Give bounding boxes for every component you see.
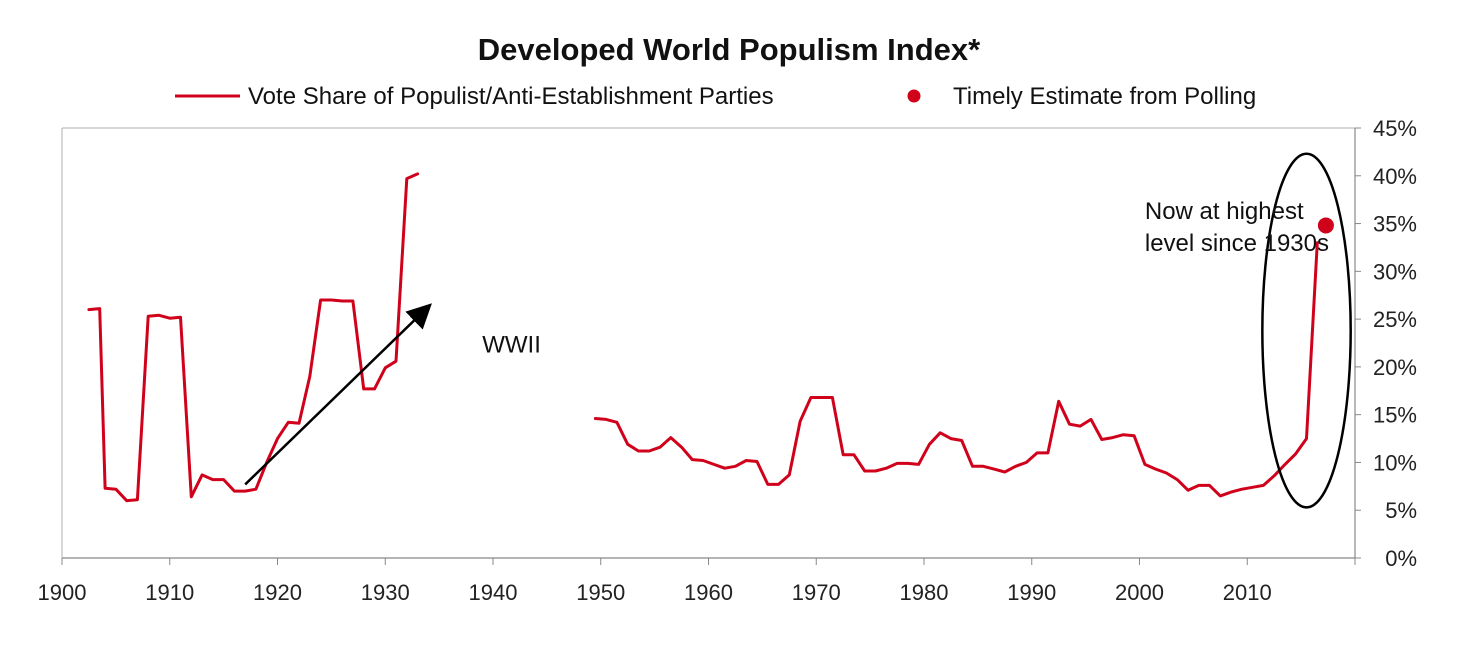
y-tick-label: 5%	[1385, 498, 1417, 523]
y-tick-label: 10%	[1373, 450, 1417, 475]
x-tick-label: 1920	[253, 580, 302, 605]
y-tick-label: 45%	[1373, 116, 1417, 141]
legend-label-vote-share: Vote Share of Populist/Anti-Establishmen…	[248, 83, 774, 110]
annotation-highest-level-line: level since 1930s	[1145, 230, 1329, 257]
legend: Vote Share of Populist/Anti-Establishmen…	[175, 83, 1256, 110]
y-tick-label: 20%	[1373, 355, 1417, 380]
y-tick-label: 15%	[1373, 403, 1417, 428]
series-line-segment	[593, 241, 1319, 498]
series-layer	[87, 172, 1334, 503]
x-tick-label: 1940	[469, 580, 518, 605]
x-axis: 1900 1910 1920 1930 1940 1950 1960 1970 1980 1990…	[38, 558, 1356, 605]
x-tick-label: 2000	[1115, 580, 1164, 605]
x-tick-label: 1960	[684, 580, 733, 605]
polling-estimate-point	[1317, 217, 1334, 234]
x-tick-label: 1950	[576, 580, 625, 605]
y-tick-label: 40%	[1373, 164, 1417, 189]
annotation-layer: WWII Now at highest level since 1930s	[244, 152, 1352, 509]
y-tick-label: 25%	[1373, 307, 1417, 332]
series-line-segment	[87, 172, 420, 503]
y-tick-label: 30%	[1373, 259, 1417, 284]
y-tick-label: 0%	[1385, 546, 1417, 571]
trend-arrow	[244, 303, 432, 486]
x-tick-label: 2010	[1223, 580, 1272, 605]
x-tick-label: 1970	[792, 580, 841, 605]
annotation-wwii: WWII	[482, 332, 541, 359]
x-tick-label: 1980	[900, 580, 949, 605]
highlight-ellipse	[1261, 152, 1352, 509]
legend-dot-swatch	[907, 89, 921, 103]
plot-frame	[61, 127, 1356, 559]
x-tick-label: 1930	[361, 580, 410, 605]
chart-title: Developed World Populism Index*	[478, 32, 981, 67]
y-axis: 0% 5% 10% 15% 20% 25% 30% 35% 40% 45%	[1355, 116, 1417, 571]
x-tick-label: 1910	[145, 580, 194, 605]
annotation-highest-level-line: Now at highest	[1145, 198, 1304, 225]
y-tick-label: 35%	[1373, 212, 1417, 237]
x-tick-label: 1990	[1007, 580, 1056, 605]
x-tick-label: 1900	[38, 580, 87, 605]
legend-label-polling: Timely Estimate from Polling	[953, 83, 1256, 110]
